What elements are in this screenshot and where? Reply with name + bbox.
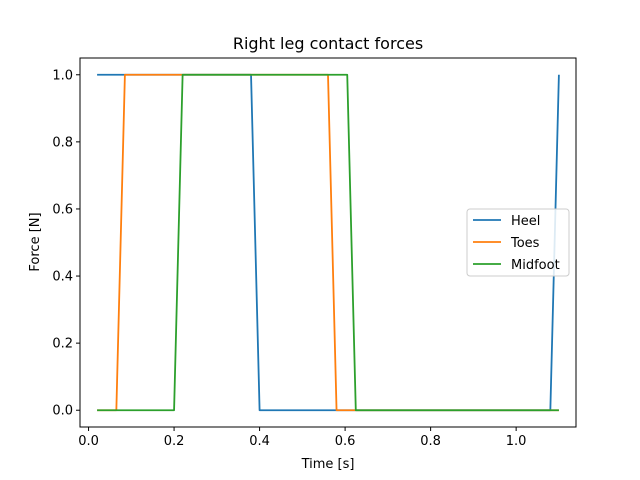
- legend-label-midfoot: Midfoot: [511, 258, 560, 273]
- plot-frame: [79, 57, 577, 428]
- series-line-midfoot: [97, 73, 559, 412]
- y-axis-label: Force [N]: [28, 212, 43, 271]
- y-axis: 0.0 0.2 0.4 0.6 0.8 1.0: [52, 68, 80, 419]
- x-tick-label: 1.0: [506, 434, 527, 449]
- y-tick-label: 0.4: [52, 270, 73, 285]
- y-tick-label: 0.8: [52, 135, 73, 150]
- x-tick-label: 0.0: [78, 434, 99, 449]
- x-tick-label: 0.6: [335, 434, 356, 449]
- legend-label-heel: Heel: [511, 214, 540, 229]
- series-layer: [97, 73, 560, 412]
- chart-title: Right leg contact forces: [233, 34, 423, 53]
- legend-box: [466, 208, 570, 277]
- y-tick-label: 0.6: [52, 202, 73, 217]
- legend-label-toes: Toes: [510, 236, 540, 251]
- x-axis: 0.0 0.2 0.4 0.6 0.8 1.0: [78, 427, 526, 449]
- x-axis-label: Time [s]: [301, 457, 355, 472]
- legend: Heel Toes Midfoot: [466, 208, 570, 277]
- x-tick-label: 0.2: [164, 434, 185, 449]
- y-tick-label: 0.0: [52, 404, 73, 419]
- y-tick-label: 1.0: [52, 68, 73, 83]
- y-tick-label: 0.2: [52, 337, 73, 352]
- x-tick-label: 0.4: [249, 434, 270, 449]
- x-tick-label: 0.8: [420, 434, 441, 449]
